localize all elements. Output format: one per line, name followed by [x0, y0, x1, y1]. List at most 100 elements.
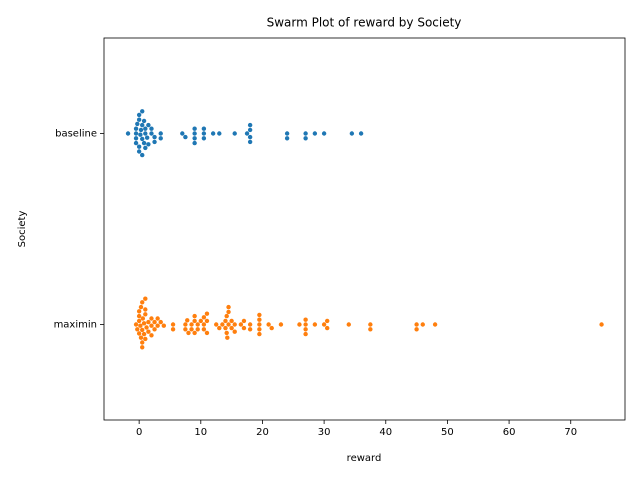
- swarm-point: [140, 109, 145, 114]
- swarm-point: [266, 322, 271, 327]
- swarm-point: [138, 132, 143, 137]
- swarm-point: [195, 322, 200, 327]
- swarm-point: [152, 327, 157, 332]
- swarm-point: [136, 318, 142, 324]
- swarm-point: [141, 321, 147, 326]
- swarm-point: [192, 136, 197, 141]
- swarm-point: [152, 139, 157, 145]
- swarm-point: [220, 322, 225, 327]
- swarm-point: [149, 323, 154, 328]
- swarm-point: [284, 131, 290, 136]
- swarm-point: [143, 336, 148, 342]
- swarm-point: [186, 330, 191, 336]
- swarm-point: [192, 330, 197, 336]
- swarm-point: [247, 139, 253, 145]
- swarm-point: [136, 313, 142, 319]
- swarm-point: [278, 322, 284, 327]
- swarm-point: [303, 136, 308, 141]
- x-tick-label: 50: [441, 427, 454, 438]
- swarm-point: [149, 131, 154, 136]
- swarm-point: [201, 131, 207, 136]
- swarm-point: [414, 327, 419, 332]
- x-tick-label: 10: [194, 427, 207, 438]
- swarm-point: [152, 319, 157, 325]
- swarm-point: [136, 117, 142, 122]
- swarm-point: [125, 131, 131, 136]
- swarm-point: [201, 315, 207, 320]
- x-tick-label: 20: [256, 427, 269, 438]
- swarm-point: [257, 317, 262, 322]
- swarm-point: [303, 327, 308, 332]
- swarm-point: [312, 322, 318, 327]
- swarm-point: [244, 131, 250, 136]
- swarm-point: [346, 322, 351, 327]
- swarm-point: [140, 152, 145, 158]
- swarm-point: [141, 140, 147, 146]
- swarm-point: [368, 327, 373, 332]
- swarm-point: [136, 331, 142, 336]
- swarm-point: [420, 322, 425, 327]
- swarm-point: [192, 140, 197, 146]
- swarm-point: [158, 131, 163, 136]
- swarm-point: [140, 327, 145, 333]
- swarm-point: [146, 142, 151, 147]
- y-axis-label: Society: [17, 211, 28, 248]
- plot-frame: [103, 37, 626, 421]
- swarm-point: [138, 323, 143, 328]
- swarm-point: [140, 345, 145, 350]
- swarm-point: [140, 300, 145, 305]
- swarm-point: [143, 312, 148, 317]
- swarm-point: [141, 118, 147, 124]
- swarm-point: [232, 131, 237, 136]
- swarm-point: [155, 316, 160, 321]
- swarm-point: [201, 322, 207, 327]
- swarm-point: [146, 329, 151, 334]
- swarm-point: [432, 322, 438, 327]
- swarm-point: [158, 319, 163, 325]
- swarm-point: [247, 127, 253, 133]
- swarm-point: [210, 131, 216, 136]
- swarm-point: [321, 322, 327, 327]
- swarm-point: [183, 322, 188, 327]
- swarm-point: [136, 149, 142, 154]
- swarm-point: [143, 307, 148, 312]
- swarm-point: [349, 131, 355, 136]
- swarm-point: [138, 127, 144, 133]
- swarm-point: [225, 335, 230, 340]
- swarm-point: [192, 131, 197, 136]
- swarm-point: [161, 323, 167, 328]
- swarm-point: [321, 131, 327, 136]
- swarm-point: [257, 322, 262, 327]
- swarm-point: [229, 325, 234, 331]
- swarm-point: [204, 330, 210, 336]
- swarm-point: [170, 327, 176, 332]
- swarm-point: [144, 135, 150, 140]
- swarm-point: [149, 333, 154, 338]
- swarm-point: [140, 316, 146, 321]
- swarm-point: [232, 329, 237, 334]
- swarm-point: [214, 322, 219, 327]
- swarm-point: [133, 136, 139, 141]
- x-axis-label: reward: [347, 453, 382, 464]
- swarm-point: [238, 322, 244, 327]
- swarm-point: [192, 126, 197, 131]
- swarm-point: [195, 327, 200, 332]
- swarm-point: [247, 134, 253, 140]
- swarm-point: [312, 131, 318, 136]
- swarm-point: [324, 325, 330, 331]
- swarm-point: [155, 323, 160, 328]
- swarm-point: [241, 318, 247, 324]
- swarm-point: [133, 131, 139, 136]
- swarm-point: [284, 136, 290, 141]
- swarm-point: [226, 304, 231, 310]
- x-tick-label: 70: [564, 427, 577, 438]
- swarm-point: [136, 112, 142, 118]
- swarm-point: [133, 140, 139, 146]
- swarm-point: [247, 322, 253, 327]
- x-tick-label: 40: [379, 427, 392, 438]
- swarm-point: [143, 131, 148, 136]
- swarm-point: [185, 318, 190, 323]
- x-tick-label: 60: [503, 427, 516, 438]
- swarm-point: [217, 325, 222, 331]
- swarm-point: [183, 134, 188, 140]
